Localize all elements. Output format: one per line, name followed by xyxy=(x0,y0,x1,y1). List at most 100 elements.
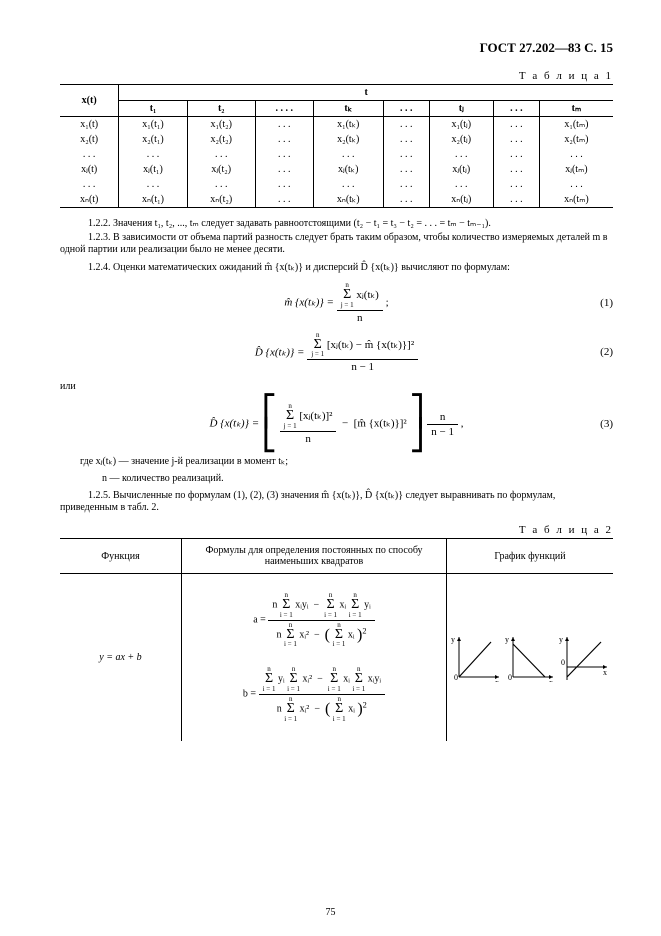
para-1-2-4: 1.2.4. Оценки математических ожиданий m̂… xyxy=(60,262,613,274)
t2-h2: Формулы для определения постоянных по сп… xyxy=(181,539,446,574)
t1-col: . . . . xyxy=(255,101,313,117)
svg-text:x: x xyxy=(495,678,499,682)
t2-h1: Функция xyxy=(60,539,181,574)
t1-cell: x₁(t₁) xyxy=(119,117,187,133)
t1-cell: xₙ(t₂) xyxy=(187,192,255,208)
t1-col: t₂ xyxy=(187,101,255,117)
t1-col: tⱼ xyxy=(429,101,493,117)
equation-3: D̂ {x(tₖ)} = ⎡⎣ nΣj = 1 [xⱼ(tₖ)]² n − [m… xyxy=(60,400,613,448)
t1-cell: xⱼ(t) xyxy=(60,162,119,177)
t1-cell: . . . xyxy=(383,192,429,208)
t1-cell: . . . xyxy=(383,147,429,162)
para-1-2-2: 1.2.2. Значения t₁, t₂, ..., tₘ следует … xyxy=(60,218,613,230)
t1-cell: x₂(t) xyxy=(60,132,119,147)
t2-h3: График функций xyxy=(446,539,613,574)
t1-cell: . . . xyxy=(383,162,429,177)
t2-fn: y = ax + b xyxy=(60,574,181,741)
equation-1: m̂ {x(tₖ)} = nΣj = 1 xⱼ(tₖ) n ; (1) xyxy=(60,282,613,324)
t1-cell: x₂(tₘ) xyxy=(539,132,613,147)
svg-text:0: 0 xyxy=(561,658,565,667)
t1-cell: x₁(tₘ) xyxy=(539,117,613,133)
t1-col: . . . xyxy=(383,101,429,117)
t1-cell: . . . xyxy=(493,177,539,192)
t1-cell: . . . xyxy=(429,177,493,192)
svg-text:x: x xyxy=(549,678,553,682)
t1-cell: . . . xyxy=(119,177,187,192)
eq1-label: (1) xyxy=(600,297,613,309)
t1-cell: xⱼ(t₁) xyxy=(119,162,187,177)
t1-cell: . . . xyxy=(493,117,539,133)
t1-cell: . . . xyxy=(255,147,313,162)
t1-cell: xⱼ(tⱼ) xyxy=(429,162,493,177)
t1-cell: . . . xyxy=(493,147,539,162)
svg-text:x: x xyxy=(603,668,607,677)
where-line-1: где xⱼ(tₖ) — значение j-й реализации в м… xyxy=(80,456,613,467)
t1-cell: xⱼ(tₖ) xyxy=(313,162,383,177)
t1-cell: . . . xyxy=(493,192,539,208)
t1-cell: . . . xyxy=(313,177,383,192)
page-number: 75 xyxy=(0,907,661,918)
para-1-2-5: 1.2.5. Вычисленные по формулам (1), (2),… xyxy=(60,490,613,514)
t1-cell: . . . xyxy=(119,147,187,162)
t1-cell: xₙ(t₁) xyxy=(119,192,187,208)
t1-cell: . . . xyxy=(539,177,613,192)
graph-2-icon: 0 y x xyxy=(505,632,555,682)
equation-2: D̂ {x(tₖ)} = nΣj = 1 [xⱼ(tₖ) − m̂ {x(tₖ)… xyxy=(60,332,613,374)
t1-cell: xₙ(tₖ) xyxy=(313,192,383,208)
t1-cell: xₙ(t) xyxy=(60,192,119,208)
t1-cell: . . . xyxy=(493,162,539,177)
table1: x(t) t t₁ t₂ . . . . tₖ . . . tⱼ . . . t… xyxy=(60,84,613,208)
eq2-label: (2) xyxy=(600,346,613,358)
t1-col: tₘ xyxy=(539,101,613,117)
t1-cell: . . . xyxy=(383,117,429,133)
t1-group: t xyxy=(119,85,613,101)
t1-cell: x₁(t) xyxy=(60,117,119,133)
svg-text:y: y xyxy=(505,635,509,644)
t1-cell: . . . xyxy=(255,192,313,208)
t1-cell: x₁(tⱼ) xyxy=(429,117,493,133)
page-header: ГОСТ 27.202—83 С. 15 xyxy=(60,40,613,56)
table2: Функция Формулы для определения постоянн… xyxy=(60,538,613,740)
t1-cell: xₙ(tₘ) xyxy=(539,192,613,208)
svg-text:0: 0 xyxy=(454,673,458,682)
graph-1-icon: 0 y x xyxy=(451,632,501,682)
t1-cell: x₁(tₖ) xyxy=(313,117,383,133)
t1-cell: xⱼ(t₂) xyxy=(187,162,255,177)
eq3-label: (3) xyxy=(600,418,613,430)
t1-cell: xₙ(tⱼ) xyxy=(429,192,493,208)
t1-cell: . . . xyxy=(60,147,119,162)
t1-corner: x(t) xyxy=(60,85,119,117)
svg-text:y: y xyxy=(559,635,563,644)
svg-text:y: y xyxy=(451,635,455,644)
table2-label: Т а б л и ц а 2 xyxy=(60,524,613,536)
t1-col: . . . xyxy=(493,101,539,117)
svg-text:0: 0 xyxy=(508,673,512,682)
t1-cell: . . . xyxy=(187,177,255,192)
t1-cell: . . . xyxy=(313,147,383,162)
t1-cell: . . . xyxy=(255,117,313,133)
t2-formulas: a = n nΣi = 1 xᵢyᵢ − nΣi = 1 xᵢ nΣi = 1 … xyxy=(181,574,446,741)
t1-cell: . . . xyxy=(539,147,613,162)
t1-cell: . . . xyxy=(383,132,429,147)
t1-cell: . . . xyxy=(187,147,255,162)
t1-cell: . . . xyxy=(255,162,313,177)
or-label: или xyxy=(60,381,613,392)
t1-cell: xⱼ(tₘ) xyxy=(539,162,613,177)
t1-cell: . . . xyxy=(255,132,313,147)
t1-cell: x₂(tₖ) xyxy=(313,132,383,147)
table1-label: Т а б л и ц а 1 xyxy=(60,70,613,82)
t1-cell: x₁(t₂) xyxy=(187,117,255,133)
t1-cell: . . . xyxy=(493,132,539,147)
t1-cell: x₂(tⱼ) xyxy=(429,132,493,147)
t1-col: t₁ xyxy=(119,101,187,117)
para-1-2-3: 1.2.3. В зависимости от объема партий ра… xyxy=(60,232,613,256)
t1-cell: x₂(t₁) xyxy=(119,132,187,147)
t1-cell: x₂(t₂) xyxy=(187,132,255,147)
t2-graphs: 0 y x 0 y x xyxy=(446,574,613,741)
t1-cell: . . . xyxy=(383,177,429,192)
t1-cell: . . . xyxy=(60,177,119,192)
t1-col: tₖ xyxy=(313,101,383,117)
where-line-2: n — количество реализаций. xyxy=(102,473,613,484)
t1-cell: . . . xyxy=(429,147,493,162)
t1-cell: . . . xyxy=(255,177,313,192)
